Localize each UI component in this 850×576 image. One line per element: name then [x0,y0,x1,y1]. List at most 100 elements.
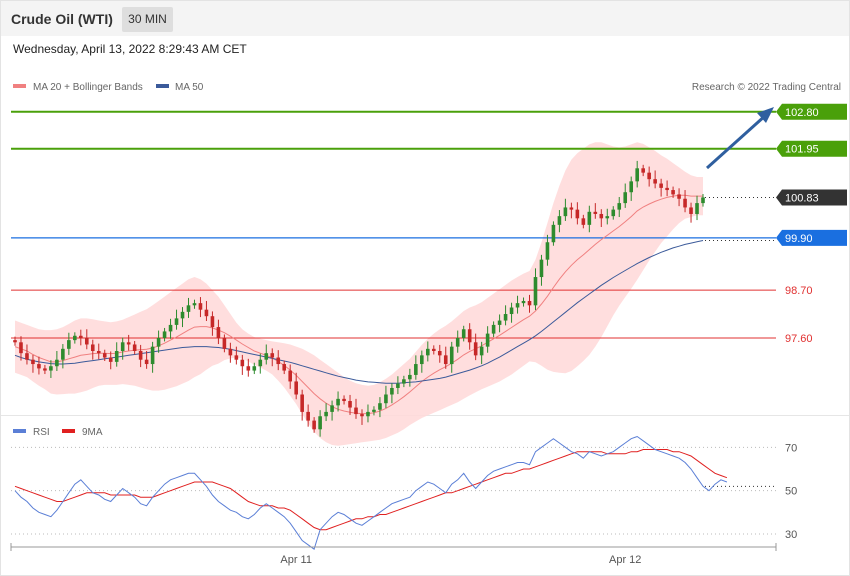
level-label-99.90: 99.90 [785,233,813,245]
candle-body [19,342,23,354]
projection-arrow-head [757,107,774,123]
candle-body [635,168,639,182]
candle-body [252,366,257,371]
candle-body [174,318,179,325]
candle-body [617,203,622,210]
candle-body [156,337,161,347]
ma20-legend-swatch [13,84,26,88]
candle-body [204,309,209,317]
rsi-legend-swatch [13,429,26,433]
candle-body [503,314,508,321]
candle-body [342,398,346,402]
candle-body [647,172,651,180]
candles-layer [13,160,705,437]
candle-body [210,316,215,328]
candle-body [264,353,269,360]
candle-body [240,359,245,367]
candle-body [485,333,490,347]
level-tag-100.83 [776,189,847,206]
candle-body [695,203,699,214]
candle-body [138,351,143,360]
interval-badge[interactable]: 30 MIN [122,7,173,32]
candle-body [162,331,167,338]
candle-body [665,187,669,191]
level-tag-102.80 [776,103,847,120]
ma50-legend-swatch [156,84,169,88]
candle-body [192,303,197,306]
candle-body [659,183,663,188]
candle-body [437,351,442,356]
candle-body [677,194,681,199]
candle-body [443,355,448,365]
moving-averages-layer [14,194,704,415]
candle-body [37,364,41,369]
candle-body [384,394,388,404]
x-tick-label: Apr 12 [609,554,641,566]
candle-body [360,414,364,417]
candle-body [557,216,562,225]
header-bar: Crude Oil (WTI) 30 MIN [1,1,849,36]
candle-body [378,403,382,410]
candle-body [300,394,304,412]
candle-body [521,300,526,304]
ma50-legend-label: MA 50 [175,82,204,93]
candle-body [43,368,47,371]
ma9-legend-swatch [62,429,75,433]
candle-body [31,359,35,365]
candle-body [282,364,287,371]
projection-arrow-layer [705,107,774,170]
candle-body [288,370,292,382]
candle-body [67,340,71,349]
candle-body [144,359,149,365]
ma9-legend-label: 9MA [82,427,103,438]
candle-body [629,181,634,193]
candle-body [61,348,65,360]
candle-body [390,387,394,395]
instrument-title: Crude Oil (WTI) [11,11,113,27]
candle-body [641,168,645,173]
level-tag-101.95 [776,140,847,157]
candle-body [545,242,550,260]
candle-body [246,366,251,371]
candle-body [258,359,263,367]
candle-body [294,381,298,395]
candle-body [414,364,418,375]
rsi-tick-70: 70 [785,442,797,454]
candle-body [455,337,460,347]
candle-body [306,411,310,421]
levels-layer: 102.80 101.95 100.83 99.90 98.70 97.60 [11,103,847,345]
candle-body [515,303,520,308]
candle-body [324,411,328,417]
candle-body [569,207,574,210]
level-label-101.95: 101.95 [785,144,819,156]
candle-body [318,416,322,430]
candle-body [186,305,191,312]
level-tag-99.90 [776,229,847,246]
candle-body [402,379,406,384]
rsi-tick-50: 50 [785,486,797,498]
candle-body [408,374,412,380]
rsi-legend-label: RSI [33,427,50,438]
ma20-legend-label: MA 20 + Bollinger Bands [33,82,143,93]
candle-body [198,303,203,310]
candle-body [25,353,29,360]
candle-body [114,351,119,362]
candle-body [426,348,430,356]
candle-body [126,342,131,345]
candle-body [461,329,466,338]
candle-body [593,211,598,214]
candle-body [312,420,316,430]
candle-body [270,353,275,358]
rsi-tick-30: 30 [785,529,797,541]
candle-body [336,398,340,406]
candle-body [683,198,687,208]
rsi-layer: 30 50 70 [11,435,797,551]
rsi-line [14,435,728,551]
candle-body [102,353,107,358]
candle-body [354,407,358,415]
candle-body [479,346,484,356]
candle-body [611,209,616,217]
candle-body [587,211,592,225]
